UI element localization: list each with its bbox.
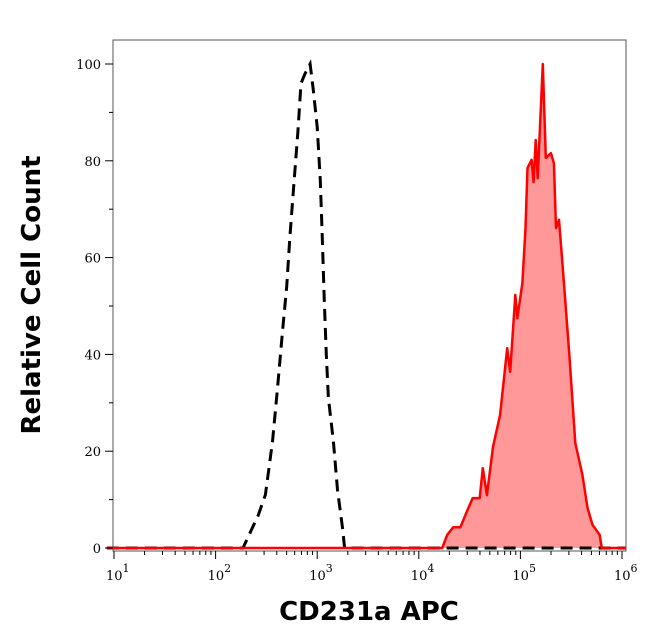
y-tick-label: 20 [84, 445, 101, 460]
y-tick-label: 0 [93, 542, 101, 557]
series-area-fill [106, 64, 627, 548]
series-isotype-dashed-line [106, 59, 627, 550]
y-axis-label: Relative Cell Count [17, 155, 47, 434]
x-tick-label: 106 [614, 562, 638, 584]
x-tick-label: 104 [411, 562, 435, 584]
x-axis-label: CD231a APC [279, 597, 459, 627]
plot-frame [112, 39, 627, 552]
y-tick-label: 60 [84, 252, 101, 267]
x-tick-label: 102 [208, 562, 232, 584]
y-tick-label: 40 [84, 348, 101, 363]
x-tick-label: 103 [309, 562, 333, 584]
x-tick-label: 101 [106, 562, 130, 584]
x-tick-label: 105 [512, 562, 536, 584]
y-tick-label: 80 [84, 155, 101, 170]
y-tick-label: 100 [76, 58, 101, 73]
series-stained-line [106, 62, 627, 550]
